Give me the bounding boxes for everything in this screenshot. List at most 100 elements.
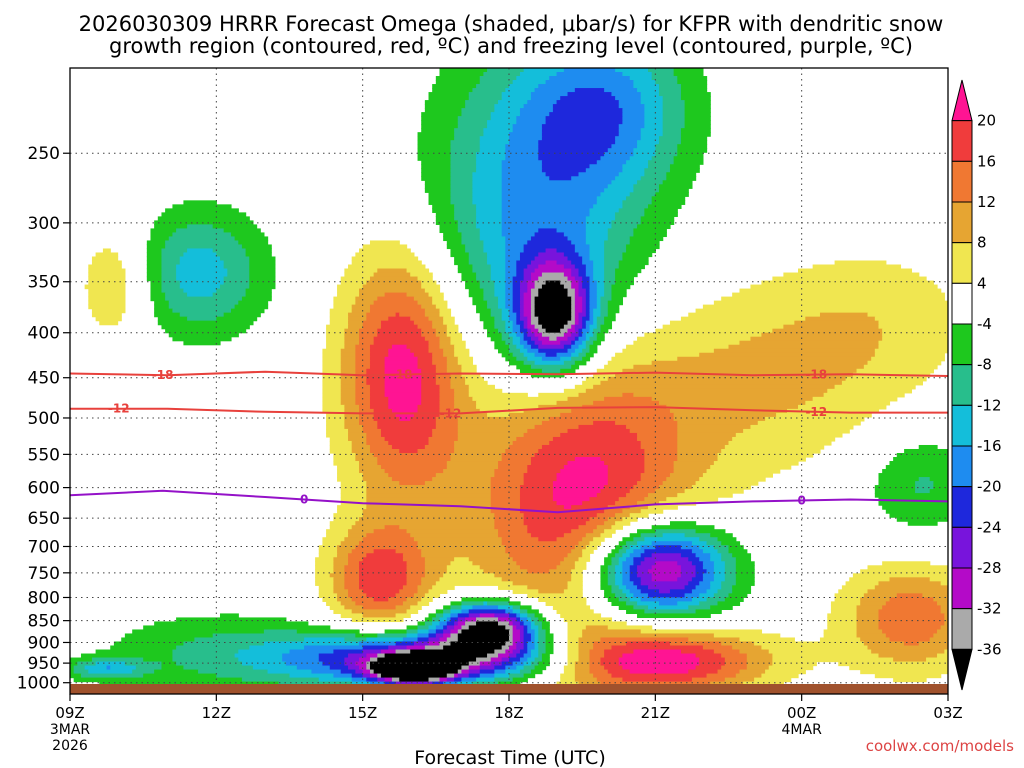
omega-cell [406, 565, 426, 570]
omega-cell [165, 328, 247, 334]
omega-cell [571, 300, 576, 306]
omega-cell [348, 436, 367, 442]
omega-cell [530, 320, 539, 326]
omega-cell [567, 641, 580, 647]
omega-cell [695, 585, 711, 590]
omega-cell [512, 124, 543, 129]
omega-cell [380, 649, 397, 655]
omega-cell [556, 477, 609, 482]
omega-cell [380, 673, 448, 679]
omega-cell [519, 649, 528, 655]
omega-cell [487, 412, 510, 418]
omega-cell [146, 256, 163, 262]
omega-cell [476, 304, 488, 310]
omega-cell [721, 296, 945, 302]
omega-cell [534, 424, 580, 430]
omega-cell [607, 376, 847, 382]
omega-cell [560, 96, 616, 101]
omega-cell [421, 376, 437, 382]
omega-cell [530, 96, 561, 101]
omega-cell [629, 533, 642, 538]
omega-cell [699, 477, 766, 482]
omega-cell [688, 637, 741, 643]
omega-cell [856, 621, 880, 627]
omega-cell [768, 649, 872, 655]
omega-cell [490, 481, 525, 486]
omega-cell [479, 565, 521, 570]
omega-cell [541, 132, 620, 137]
omega-cell [428, 316, 444, 322]
omega-cell [699, 661, 726, 667]
omega-cell [417, 408, 441, 414]
omega-cell [417, 148, 452, 153]
omega-cell [765, 416, 865, 422]
omega-cell [95, 661, 126, 667]
omega-cell [329, 312, 349, 318]
omega-cell [161, 288, 185, 294]
omega-cell [596, 200, 624, 205]
omega-cell [593, 332, 598, 338]
omega-cell [369, 276, 419, 282]
omega-cell [691, 589, 708, 594]
omega-cell [571, 316, 576, 322]
omega-cell [856, 368, 934, 374]
omega-cell [428, 96, 470, 101]
omega-cell [915, 489, 931, 494]
omega-cell [472, 264, 492, 270]
omega-cell [534, 621, 543, 627]
omega-cell [179, 312, 225, 318]
omega-cell [318, 545, 338, 550]
omega-cell [618, 260, 649, 266]
omega-cell [538, 328, 547, 334]
omega-cell [633, 557, 645, 562]
omega-cell [523, 633, 532, 639]
omega-cell [154, 224, 188, 230]
colorbar-label: -16 [977, 437, 1002, 455]
omega-cell [369, 400, 389, 406]
omega-cell [527, 328, 532, 334]
omega-cell [454, 673, 459, 679]
omega-cell [505, 260, 517, 266]
omega-cell [571, 176, 616, 181]
omega-cell [88, 292, 126, 298]
omega-cell [669, 164, 700, 169]
omega-cell [684, 108, 711, 113]
omega-cell [596, 320, 605, 326]
omega-cell [885, 601, 938, 606]
omega-cell [450, 561, 474, 566]
credit-link[interactable]: coolwx.com/models [866, 737, 1014, 755]
omega-cell [604, 485, 634, 490]
omega-cell [417, 324, 433, 330]
omega-cell [395, 593, 415, 598]
omega-cell [626, 424, 678, 430]
omega-cell [834, 260, 887, 266]
omega-cell [538, 148, 609, 153]
omega-cell [717, 452, 814, 458]
omega-cell [655, 545, 682, 550]
omega-cell [563, 272, 572, 278]
colorbar-swatch [951, 567, 973, 610]
omega-cell [885, 633, 934, 639]
omega-cell [633, 605, 649, 611]
omega-cell [878, 613, 945, 619]
omega-cell [512, 320, 517, 326]
omega-cell [432, 621, 441, 627]
colorbar-label: 12 [977, 193, 996, 211]
omega-cell [578, 657, 591, 663]
colorbar-swatch [951, 526, 973, 569]
omega-cell [348, 312, 367, 318]
omega-cell [417, 364, 437, 370]
omega-cell [915, 481, 934, 486]
omega-cell [494, 284, 506, 290]
omega-cell [296, 629, 360, 635]
omega-cell [618, 124, 645, 129]
omega-cell [355, 392, 371, 398]
omega-cell [706, 589, 719, 594]
omega-cell [680, 553, 697, 558]
omega-cell [179, 256, 221, 262]
omega-cell [860, 597, 891, 602]
colorbar-swatch [951, 445, 973, 488]
omega-cell [450, 184, 474, 189]
omega-cell [490, 268, 506, 274]
omega-cell [907, 521, 938, 526]
